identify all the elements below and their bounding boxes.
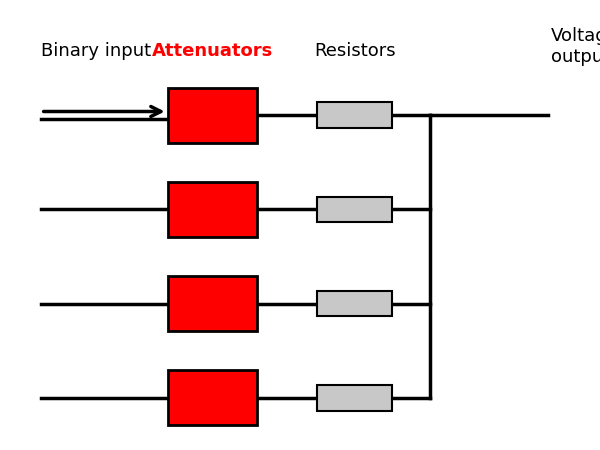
Text: Attenuators: Attenuators xyxy=(152,42,273,60)
Bar xyxy=(317,291,392,316)
Bar xyxy=(167,88,257,143)
Bar xyxy=(167,276,257,331)
Bar xyxy=(167,182,257,237)
Text: Binary input: Binary input xyxy=(41,42,151,60)
Text: Voltage
output: Voltage output xyxy=(551,27,600,66)
Bar xyxy=(167,370,257,425)
Bar xyxy=(317,102,392,128)
Bar xyxy=(317,385,392,410)
Text: Resistors: Resistors xyxy=(314,42,395,60)
Bar xyxy=(317,197,392,222)
